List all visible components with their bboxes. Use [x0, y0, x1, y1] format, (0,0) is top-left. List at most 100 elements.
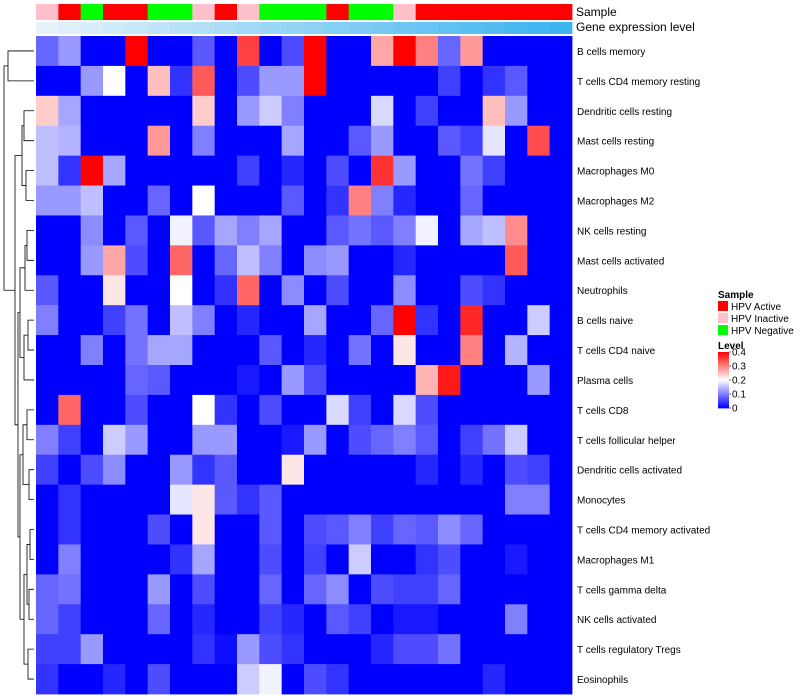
- expression-annotation-cell: [259, 22, 283, 34]
- heatmap-cell: [80, 95, 104, 127]
- sample-annotation-cell: [80, 4, 104, 20]
- heatmap-cell: [438, 245, 461, 276]
- row-label: T cells regulatory Tregs: [577, 645, 681, 656]
- row-label: B cells memory: [577, 47, 645, 58]
- heatmap-cell: [371, 544, 394, 575]
- heatmap-cell: [192, 365, 216, 396]
- heatmap-cell: [460, 484, 484, 515]
- heatmap-cell: [237, 664, 260, 695]
- heatmap-cell: [505, 305, 528, 336]
- heatmap-cell: [527, 365, 551, 396]
- heatmap-cell: [304, 484, 327, 515]
- heatmap-cell: [214, 454, 238, 486]
- heatmap-cell: [505, 484, 528, 515]
- sample-annotation-cell: [415, 4, 439, 20]
- row-label: Dendritic cells activated: [577, 466, 682, 477]
- heatmap-cell: [192, 634, 216, 665]
- heatmap-cell: [326, 95, 350, 127]
- heatmap-cell: [103, 394, 126, 426]
- heatmap-cell: [170, 484, 193, 515]
- row-label: Macrophages M2: [577, 197, 655, 208]
- heatmap-cell: [281, 305, 305, 336]
- heatmap-cell: [192, 544, 216, 575]
- heatmap-cell: [348, 664, 372, 695]
- dendrogram-branch: [24, 244, 34, 291]
- heatmap-cell: [505, 335, 528, 366]
- heatmap-cell: [125, 574, 149, 605]
- legend-level-gradient-step: [718, 366, 729, 368]
- heatmap-cell: [326, 36, 350, 67]
- heatmap-cell: [170, 275, 193, 306]
- heatmap-cell: [438, 394, 461, 426]
- expression-annotation-cell: [527, 22, 551, 34]
- heatmap-cell: [281, 36, 305, 67]
- heatmap-cell: [147, 365, 171, 396]
- heatmap-cell: [170, 664, 193, 695]
- heatmap-cell: [460, 305, 484, 336]
- heatmap-cell: [125, 454, 149, 486]
- heatmap-cell: [505, 185, 528, 216]
- heatmap-cell: [125, 275, 149, 306]
- heatmap-cell: [415, 664, 439, 695]
- heatmap-cell: [125, 484, 149, 515]
- heatmap-cell: [527, 574, 551, 605]
- heatmap-cell: [192, 454, 216, 486]
- heatmap-cell: [237, 424, 260, 456]
- expression-annotation-cell: [304, 22, 327, 34]
- heatmap-cell: [326, 544, 350, 575]
- heatmap-cell: [482, 604, 506, 635]
- heatmap-cell: [304, 514, 327, 545]
- expression-annotation-cell: [103, 22, 126, 34]
- heatmap-cell: [58, 634, 82, 665]
- heatmap-cell: [482, 335, 506, 366]
- heatmap-cell: [80, 245, 104, 276]
- legend-level-tick-label: 0.3: [732, 362, 746, 373]
- heatmap-cell: [192, 604, 216, 635]
- heatmap-cell: [482, 424, 506, 456]
- row-label: B cells naive: [577, 316, 634, 327]
- heatmap-cell: [348, 604, 372, 635]
- heatmap-cell: [103, 514, 126, 545]
- heatmap-cell: [281, 394, 305, 426]
- heatmap-cell: [259, 634, 283, 665]
- expression-annotation-cell: [438, 22, 461, 34]
- heatmap-cell: [80, 544, 104, 575]
- heatmap-cell: [326, 604, 350, 635]
- heatmap-cell: [505, 664, 528, 695]
- heatmap-cell: [348, 544, 372, 575]
- heatmap-cell: [415, 305, 439, 336]
- heatmap-cell: [36, 394, 59, 426]
- heatmap-cell: [80, 394, 104, 426]
- heatmap-cell: [80, 424, 104, 456]
- dendrogram-branch: [14, 155, 22, 426]
- heatmap-cell: [415, 365, 439, 396]
- heatmap-cell: [259, 36, 283, 67]
- heatmap-cell: [259, 185, 283, 216]
- heatmap-cell: [304, 394, 327, 426]
- expression-annotation-cell: [80, 22, 104, 34]
- heatmap-cell: [438, 185, 461, 216]
- legend-level-gradient-step: [718, 361, 729, 364]
- heatmap-cell: [58, 245, 82, 276]
- heatmap-cell: [505, 365, 528, 396]
- heatmap-cell: [237, 335, 260, 366]
- heatmap-cell: [58, 574, 82, 605]
- heatmap-cell: [281, 604, 305, 635]
- heatmap-cell: [393, 155, 417, 186]
- heatmap-cell: [103, 155, 126, 186]
- heatmap-cell: [438, 365, 461, 396]
- heatmap-cell: [192, 394, 216, 426]
- heatmap-cell: [237, 125, 260, 157]
- heatmap-cell: [125, 155, 149, 186]
- heatmap-cell: [170, 634, 193, 665]
- heatmap-cell: [281, 664, 305, 695]
- heatmap-cell: [58, 305, 82, 336]
- heatmap-cell: [147, 394, 171, 426]
- heatmap-cell: [214, 215, 238, 246]
- legend-level-gradient-step: [718, 387, 729, 389]
- dendrogram-branch: [22, 424, 29, 486]
- heatmap-cell: [80, 574, 104, 605]
- heatmap-cell: [259, 484, 283, 515]
- heatmap-cell: [125, 664, 149, 695]
- legend-level-title: Level: [718, 341, 744, 352]
